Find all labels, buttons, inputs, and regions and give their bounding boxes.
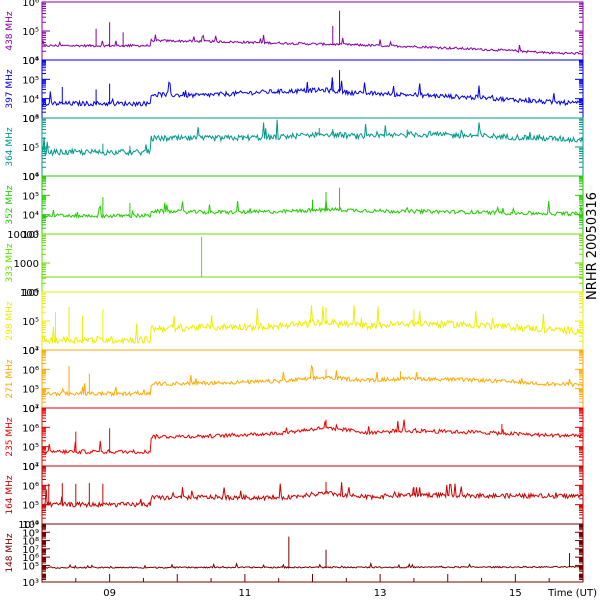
y-tick-label: 10⁴ — [22, 56, 39, 67]
y-tick-label: 10⁵ — [22, 191, 39, 202]
y-tick-label: 10⁶ — [22, 114, 39, 125]
frequency-label: 164 MHz — [5, 475, 15, 515]
y-tick-label: 10⁵ — [22, 443, 39, 454]
y-tick-label: 10⁶ — [22, 56, 39, 67]
panel-352-mhz: 10³ 10⁴ 10⁵ 10⁶ 352 MHz — [5, 172, 584, 241]
y-tick-label: 10⁴ — [22, 211, 39, 222]
y-tick-label: 10000 — [7, 230, 39, 241]
trace-line — [41, 119, 584, 157]
panel-frame — [41, 1, 584, 61]
y-tick-label: 10⁴ — [22, 404, 39, 415]
x-axis: 09 11 13 15 — [41, 574, 584, 599]
frequency-label: 235 MHz — [5, 417, 15, 457]
panel-298-mhz: 10⁴ 10⁵ 10⁶ 298 MHz — [5, 288, 584, 357]
y-tick-label: 10⁷ — [22, 346, 39, 357]
x-tick-label: 13 — [374, 588, 387, 599]
y-tick-label: 10⁵ — [22, 75, 39, 86]
y-tick-label: 10⁴ — [22, 346, 39, 357]
panel-frame — [41, 117, 584, 177]
panel-frame — [41, 523, 584, 583]
y-tick-label: 10⁶ — [22, 481, 39, 492]
side-title: NRHR 20050316 — [585, 192, 600, 300]
panel-frame — [41, 233, 584, 293]
y-tick-label: 10⁶ — [22, 0, 39, 9]
trace-line — [41, 561, 584, 570]
trace-line — [41, 34, 584, 56]
panel-364-mhz: 10⁴ 10⁵ 10⁶ 364 MHz — [5, 114, 584, 183]
panel-235-mhz: 10⁴ 10⁵ 10⁶ 10⁷ 235 MHz — [5, 404, 584, 473]
y-tick-label: 10⁵ — [22, 317, 39, 328]
trace-line — [41, 364, 584, 398]
panel-397-mhz: 10³ 10⁴ 10⁵ 10⁶ 397 MHz — [5, 56, 584, 125]
y-tick-label: 10³ — [22, 230, 39, 241]
trace-line — [41, 77, 584, 108]
y-tick-label: 1000 — [14, 259, 39, 270]
x-tick-label: 09 — [103, 588, 116, 599]
trace-line — [41, 419, 584, 455]
trace-line — [41, 305, 584, 346]
y-tick-label: 10⁵ — [22, 561, 39, 572]
y-tick-label: 10¹⁰ — [18, 520, 39, 531]
frequency-label: 298 MHz — [5, 301, 15, 341]
x-axis-label: Time (UT) — [547, 588, 597, 599]
y-tick-label: 10⁶ — [22, 423, 39, 434]
y-tick-label: 10⁶ — [22, 365, 39, 376]
y-tick-label: 10⁶ — [22, 553, 39, 564]
frequency-label: 148 MHz — [5, 533, 15, 573]
y-tick-label: 10⁷ — [22, 545, 39, 556]
y-tick-label: 10⁷ — [22, 462, 39, 473]
panel-333-mhz: 100 1000 10000 333 MHz — [5, 230, 584, 299]
frequency-label: 438 MHz — [5, 11, 15, 51]
y-tick-label: 10⁶ — [22, 288, 39, 299]
panel-271-mhz: 10⁴ 10⁵ 10⁶ 10⁷ 271 MHz — [5, 346, 584, 415]
trace-line — [41, 482, 584, 509]
y-tick-label: 10⁹ — [22, 528, 39, 539]
y-tick-label: 10⁷ — [22, 404, 39, 415]
frequency-label: 352 MHz — [5, 185, 15, 225]
y-tick-label: 10⁴ — [22, 462, 39, 473]
panel-438-mhz: 10⁴ 10⁵ 10⁶ 438 MHz — [5, 0, 584, 67]
y-tick-label: 10⁵ — [22, 27, 39, 38]
y-tick-label: 10⁶ — [22, 172, 39, 183]
frequency-label: 333 MHz — [5, 243, 15, 283]
frequency-label: 271 MHz — [5, 359, 15, 399]
panel-164-mhz: 10⁴ 10⁵ 10⁶ 10⁷ 164 MHz — [5, 462, 584, 531]
y-tick-label: 10⁵ — [22, 385, 39, 396]
y-tick-label: 10⁴ — [22, 95, 39, 106]
frequency-label: 397 MHz — [5, 69, 15, 109]
panel-frame — [41, 407, 584, 467]
frequency-label: 364 MHz — [5, 127, 15, 167]
y-tick-label: 10⁵ — [22, 501, 39, 512]
y-tick-label: 10⁴ — [22, 520, 39, 531]
x-tick-label: 11 — [239, 588, 252, 599]
y-tick-label: 100 — [20, 288, 39, 299]
y-tick-label: 10³ — [22, 578, 39, 589]
y-tick-label: 10⁸ — [22, 537, 39, 548]
x-tick-label: 15 — [509, 588, 522, 599]
y-tick-label: 10³ — [22, 114, 39, 125]
y-tick-label: 10⁴ — [22, 172, 39, 183]
y-tick-label: 10⁵ — [22, 143, 39, 154]
